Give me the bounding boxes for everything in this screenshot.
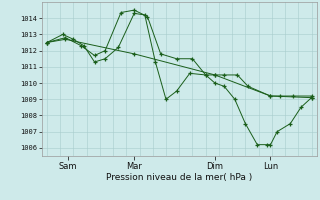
X-axis label: Pression niveau de la mer( hPa ): Pression niveau de la mer( hPa )	[106, 173, 252, 182]
